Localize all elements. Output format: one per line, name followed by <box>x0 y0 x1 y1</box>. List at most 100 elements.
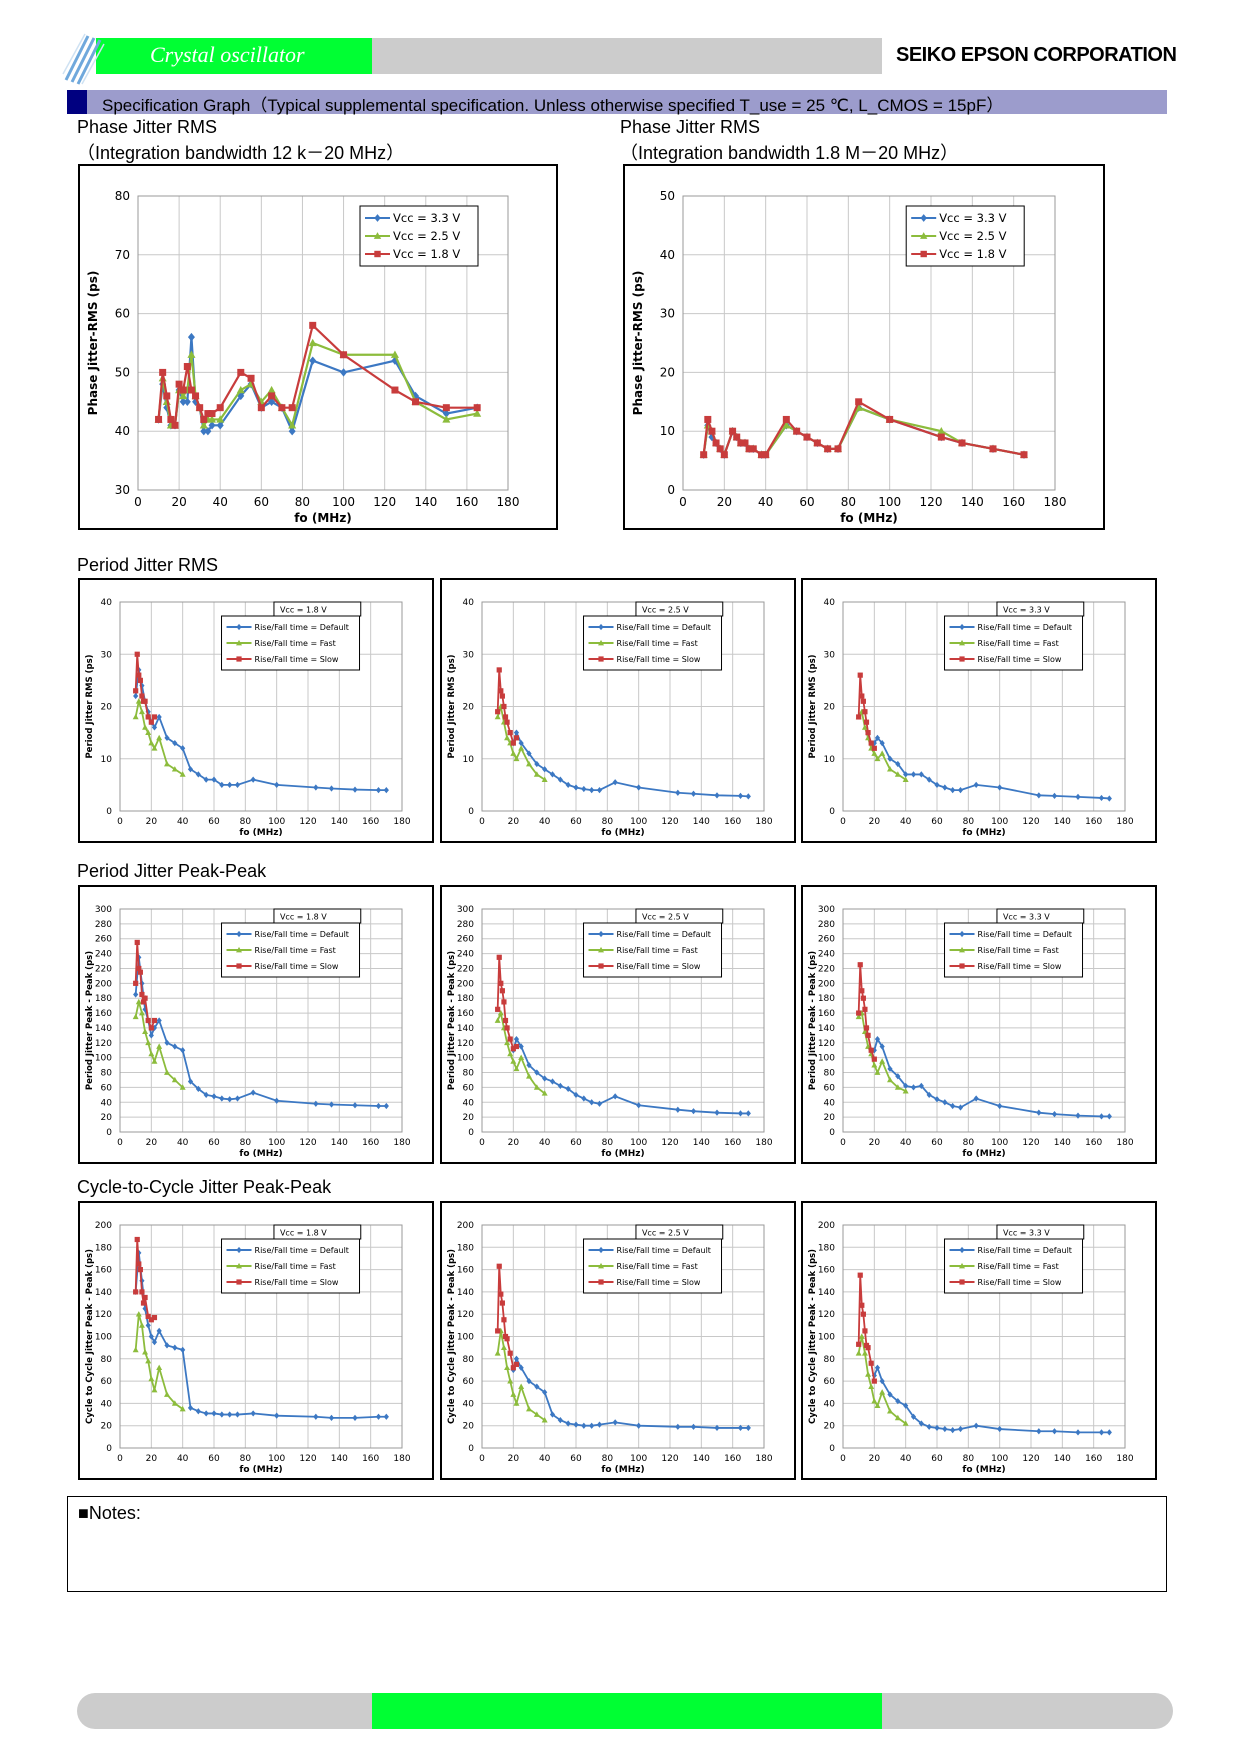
y-tick-label: 20 <box>463 1422 475 1432</box>
x-tick-label: 120 <box>661 1138 678 1148</box>
data-point <box>513 755 520 762</box>
data-point <box>973 1095 979 1102</box>
data-point <box>596 1100 603 1107</box>
series-line <box>134 654 156 724</box>
data-point <box>865 1371 872 1377</box>
y-axis-label: Cycle to Cycle Jitter Peak - Peak (ps) <box>85 1249 95 1424</box>
data-point <box>139 991 145 998</box>
data-point <box>236 385 245 394</box>
y-tick-label: 30 <box>660 307 675 321</box>
data-point <box>950 786 956 794</box>
data-point <box>1098 1429 1105 1436</box>
x-tick-label: 80 <box>602 817 614 827</box>
y-tick-label: 280 <box>818 920 835 930</box>
x-tick-label: 40 <box>900 1454 912 1464</box>
period-rms-title: Period Jitter RMS <box>77 555 219 575</box>
x-tick-label: 140 <box>961 495 984 509</box>
header-title: Crystal oscillator <box>150 42 305 67</box>
data-point <box>375 1413 382 1420</box>
data-point <box>133 1289 139 1295</box>
data-point <box>902 1087 909 1094</box>
x-tick-label: 0 <box>117 1454 123 1464</box>
x-tick-label: 80 <box>963 1138 975 1148</box>
data-point <box>288 421 297 429</box>
data-point <box>498 1291 504 1297</box>
data-point <box>526 760 532 767</box>
y-tick-label: 240 <box>457 950 474 960</box>
y-tick-label: 30 <box>115 483 130 497</box>
data-point <box>138 1322 145 1328</box>
data-point <box>151 1058 158 1064</box>
legend-label: Vcc = 2.5 V <box>393 229 460 243</box>
x-tick-label: 140 <box>331 1454 348 1464</box>
y-tick-label: 300 <box>457 905 474 915</box>
data-point <box>997 1102 1003 1110</box>
x-tick-label: 60 <box>799 495 814 509</box>
data-point <box>636 1102 642 1109</box>
x-tick-label: 60 <box>931 817 943 827</box>
y-tick-label: 100 <box>457 1333 474 1343</box>
legend-label: Rise/Fall time = Slow <box>978 1278 1062 1287</box>
y-tick-label: 260 <box>818 935 835 945</box>
y-tick-label: 180 <box>95 994 112 1004</box>
y-tick-label: 200 <box>818 979 835 989</box>
data-point <box>412 398 419 406</box>
x-tick-label: 100 <box>332 495 355 509</box>
y-tick-label: 60 <box>463 1377 475 1387</box>
legend-marker <box>236 639 243 646</box>
data-point <box>997 1425 1003 1433</box>
y-tick-label: 20 <box>660 365 675 379</box>
data-point <box>172 739 178 747</box>
y-tick-label: 40 <box>463 598 475 608</box>
y-tick-label: 0 <box>106 1128 112 1138</box>
y-axis-label: Period Jitter Peak - Peak (ps) <box>85 951 95 1090</box>
data-point <box>879 1043 885 1050</box>
series-line <box>496 1266 518 1370</box>
data-point <box>167 415 175 423</box>
data-point <box>507 1036 513 1042</box>
data-point <box>958 439 966 447</box>
data-point <box>879 1377 885 1385</box>
data-point <box>148 1025 154 1031</box>
series-red <box>133 939 158 1031</box>
x-tick-label: 160 <box>724 817 741 827</box>
data-point <box>612 1093 618 1100</box>
data-point <box>196 404 204 412</box>
data-point <box>383 1413 389 1420</box>
x-tick-label: 20 <box>717 495 732 509</box>
x-tick-label: 40 <box>900 817 912 827</box>
y-tick-label: 60 <box>463 1083 475 1093</box>
data-point <box>957 1104 964 1111</box>
y-tick-label: 280 <box>457 920 474 930</box>
y-tick-label: 30 <box>824 650 836 660</box>
data-point <box>274 1097 280 1104</box>
data-point <box>507 730 513 736</box>
data-point <box>313 1100 319 1107</box>
data-point <box>989 445 997 453</box>
data-point <box>499 693 505 699</box>
x-tick-label: 160 <box>1085 1454 1102 1464</box>
data-point <box>541 776 548 782</box>
data-point <box>865 730 871 736</box>
data-point <box>494 1350 501 1356</box>
x-tick-label: 160 <box>362 1138 379 1148</box>
series-red <box>856 962 877 1062</box>
y-tick-label: 20 <box>824 703 836 713</box>
legend-label: Rise/Fall time = Slow <box>978 962 1062 971</box>
y-tick-label: 300 <box>95 905 112 915</box>
y-tick-label: 40 <box>101 598 113 608</box>
y-tick-label: 50 <box>660 189 675 203</box>
y-tick-label: 220 <box>95 964 112 974</box>
series-blue <box>871 1035 1112 1120</box>
legend-title: Vcc = 1.8 V <box>280 606 327 615</box>
data-point <box>216 421 224 430</box>
data-point <box>887 1408 893 1414</box>
legend-label: Rise/Fall time = Default <box>617 623 711 632</box>
footer-green-bar <box>372 1693 882 1729</box>
data-point <box>573 784 579 791</box>
y-tick-label: 0 <box>468 1444 474 1454</box>
data-point <box>856 714 862 720</box>
data-point <box>862 1006 868 1012</box>
x-tick-label: 60 <box>570 1138 582 1148</box>
chart-period-pp-1-8v: 0 20 40 60 80 100 120 140 160 180 0 20 40 60 80 100 120 1… <box>78 885 434 1164</box>
